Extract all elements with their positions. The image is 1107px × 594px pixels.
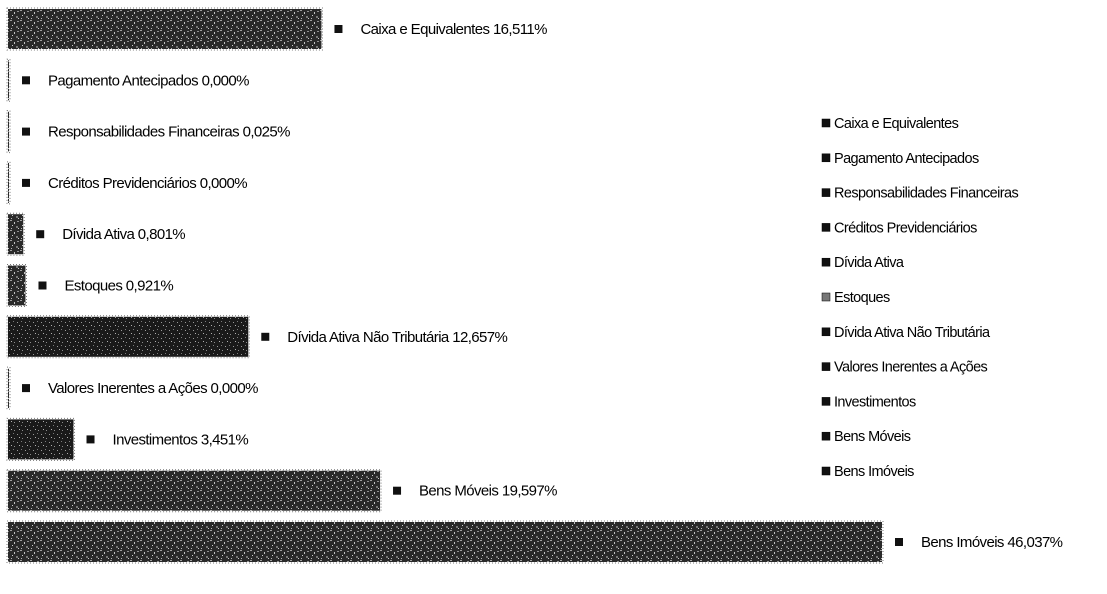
bar-edge-valores-inerentes-a-acoes [6,366,11,410]
label-marker-caixa-e-equivalentes [334,25,343,33]
legend: Caixa e Equivalentes Pagamento Antecipado… [821,116,1019,480]
legend-entry-valores-inerentes-a-acoes: Valores Inerentes a Ações [834,360,988,376]
bar-edge-caixa-e-equivalentes [6,7,323,51]
bar-bens-moveis [8,470,381,511]
data-label-bens-imoveis: Bens Imóveis 46,037% [921,534,1063,551]
legend-swatch-responsabilidades-financeiras [821,188,831,197]
bars-group [6,7,884,564]
data-label-responsabilidades-financeiras: Responsabilidades Financeiras 0,025% [48,124,290,141]
data-label-bens-moveis: Bens Móveis 19,597% [419,483,557,500]
label-marker-bens-moveis [393,486,402,495]
legend-swatch-divida-ativa-nao-tributaria [821,327,831,337]
label-marker-creditos-previdenciarios [22,178,30,187]
legend-entry-divida-ativa: Dívida Ativa [834,255,905,271]
legend-swatch-creditos-previdenciarios [821,223,831,232]
label-marker-bens-imoveis [895,538,903,546]
bar-investimentos [8,419,74,460]
bar-edge-bens-moveis [6,469,382,513]
bar-edge-estoques [6,264,27,307]
bar-bens-imoveis [8,522,882,562]
data-label-estoques: Estoques 0,921% [64,278,173,295]
bar-pagamento-antecipados [8,60,9,101]
label-marker-investimentos [86,435,95,444]
label-marker-responsabilidades-financeiras [22,127,30,136]
label-marker-valores-inerentes-a-acoes [22,384,30,393]
legend-entry-responsabilidades-financeiras: Responsabilidades Financeiras [834,186,1018,202]
legend-entry-creditos-previdenciarios: Créditos Previdenciários [834,220,977,236]
legend-swatch-estoques [821,292,831,302]
bar-labels-group: Caixa e Equivalentes 16,511% Pagamento An… [22,21,1063,551]
data-label-caixa-e-equivalentes: Caixa e Equivalentes 16,511% [360,21,547,38]
bar-creditos-previdenciarios [8,162,9,203]
legend-entry-estoques: Estoques [834,290,890,306]
bar-divida-ativa [8,214,24,255]
bar-edge-bens-imoveis [6,520,884,564]
data-label-divida-ativa-nao-tributaria: Dívida Ativa Não Tributária 12,657% [287,329,507,346]
data-label-creditos-previdenciarios: Créditos Previdenciários 0,000% [48,175,247,192]
legend-swatch-bens-imoveis [821,466,831,476]
data-label-valores-inerentes-a-acoes: Valores Inerentes a Ações 0,000% [48,380,258,397]
legend-swatch-valores-inerentes-a-acoes [821,362,831,371]
label-marker-pagamento-antecipados [22,76,30,85]
data-label-investimentos: Investimentos 3,451% [113,431,249,448]
legend-entry-pagamento-antecipados: Pagamento Antecipados [834,151,979,167]
bar-edge-divida-ativa-nao-tributaria [6,315,250,359]
legend-entry-investimentos: Investimentos [834,394,916,410]
bar-estoques [8,265,26,306]
legend-swatch-divida-ativa [821,257,831,267]
bar-valores-inerentes-a-acoes [8,368,9,409]
bar-edge-creditos-previdenciarios [6,161,11,205]
bar-divida-ativa-nao-tributaria [8,316,249,357]
legend-swatch-bens-moveis [821,431,831,441]
bar-responsabilidades-financeiras [8,111,9,152]
legend-entry-caixa-e-equivalentes: Caixa e Equivalentes [834,116,959,132]
legend-entry-divida-ativa-nao-tributaria: Dívida Ativa Não Tributária [834,325,991,341]
data-label-divida-ativa: Dívida Ativa 0,801% [62,226,185,243]
legend-swatch-caixa-e-equivalentes [821,118,831,128]
bar-caixa-e-equivalentes [8,9,322,49]
label-marker-divida-ativa [36,230,45,239]
data-label-pagamento-antecipados: Pagamento Antecipados 0,000% [48,72,249,89]
bar-edge-investimentos [6,417,76,461]
label-marker-estoques [38,281,47,290]
legend-swatch-pagamento-antecipados [821,153,831,163]
bar-edge-pagamento-antecipados [6,58,11,102]
legend-entry-bens-moveis: Bens Móveis [834,429,911,445]
legend-swatch-investimentos [821,397,831,406]
label-marker-divida-ativa-nao-tributaria [261,332,270,341]
bar-edge-responsabilidades-financeiras [6,110,11,154]
legend-entry-bens-imoveis: Bens Imóveis [834,464,914,480]
